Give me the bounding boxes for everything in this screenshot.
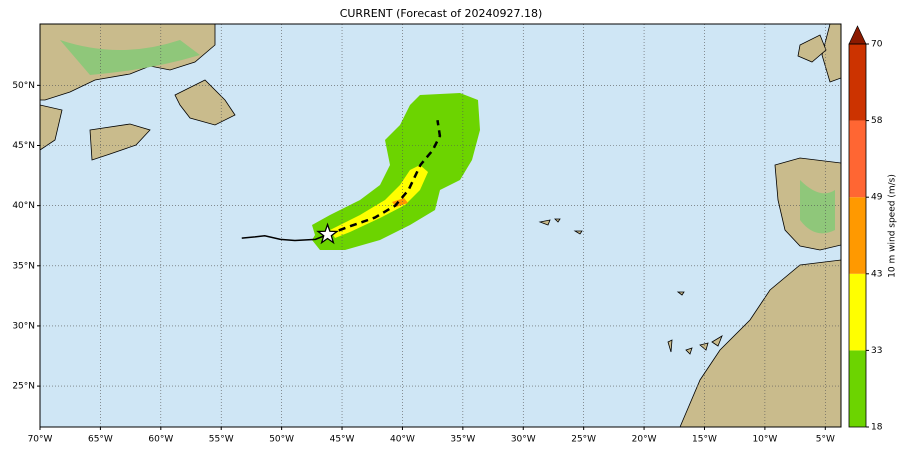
colorbar-segment (849, 120, 866, 198)
colorbar-tick-label: 18 (871, 423, 883, 433)
y-tick-label: 35°N (12, 261, 35, 271)
map-title: CURRENT (Forecast of 20240927.18) (340, 7, 543, 20)
x-tick-label: 15°W (692, 435, 717, 445)
x-tick-label: 65°W (88, 435, 113, 445)
x-tick-label: 55°W (209, 435, 234, 445)
x-tick-label: 20°W (632, 435, 657, 445)
x-tick-label: 10°W (752, 435, 777, 445)
colorbar-tick-label: 43 (871, 269, 882, 279)
x-tick-label: 30°W (511, 435, 536, 445)
x-tick-label: 25°W (571, 435, 596, 445)
y-tick-label: 30°N (12, 321, 35, 331)
x-tick-label: 70°W (28, 435, 53, 445)
colorbar-frame (848, 43, 867, 428)
colorbar-tick-label: 49 (871, 193, 883, 203)
plot-frame (39, 23, 842, 428)
colorbar-segment (849, 197, 866, 274)
y-tick-label: 40°N (12, 201, 35, 211)
colorbar-tick-label: 70 (871, 40, 883, 50)
y-tick-label: 25°N (12, 382, 35, 392)
current-position (316, 222, 339, 245)
x-tick-label: 5°W (816, 435, 835, 445)
colorbar-tick-label: 33 (871, 346, 882, 356)
x-tick-label: 35°W (450, 435, 475, 445)
ocean (40, 24, 841, 427)
y-tick-label: 50°N (12, 81, 35, 91)
x-tick-label: 45°W (330, 435, 355, 445)
x-tick-label: 50°W (269, 435, 294, 445)
y-tick-label: 45°N (12, 141, 35, 151)
x-tick-label: 40°W (390, 435, 415, 445)
colorbar-segment (849, 44, 866, 121)
colorbar-tick-label: 58 (871, 116, 883, 126)
colorbar-label: 10 m wind speed (m/s) (888, 174, 898, 278)
colorbar-segment (849, 273, 866, 351)
past-track (241, 233, 328, 242)
x-tick-label: 60°W (148, 435, 173, 445)
colorbar-segment (849, 350, 866, 427)
land (40, 24, 841, 427)
colorbar-extend (848, 25, 867, 45)
